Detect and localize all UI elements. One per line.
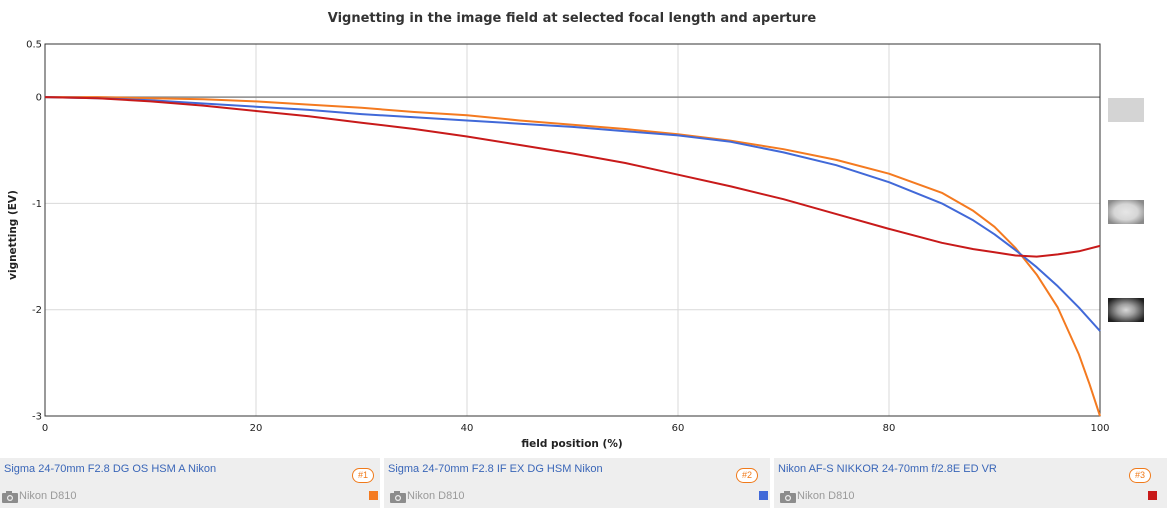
lens-card-1[interactable]: Sigma 24-70mm F2.8 DG OS HSM A Nikon #1 … — [0, 458, 380, 508]
camera-name: Nikon D810 — [407, 490, 465, 502]
lens-legend-row: Sigma 24-70mm F2.8 DG OS HSM A Nikon #1 … — [0, 458, 1167, 508]
camera-info: Nikon D810 — [390, 489, 464, 503]
lens-name-link[interactable]: Sigma 24-70mm F2.8 DG OS HSM A Nikon — [4, 463, 217, 475]
series-line-2[interactable] — [44, 96, 1101, 332]
chart-title: Vignetting in the image field at selecte… — [328, 11, 817, 26]
x-tick-label: 0 — [42, 423, 48, 434]
camera-icon — [390, 490, 406, 503]
lens-name-link[interactable]: Nikon AF-S NIKKOR 24-70mm f/2.8E ED VR — [778, 463, 997, 475]
vignette-medium-thumbnail-icon — [1108, 200, 1144, 224]
vignette-strong-thumbnail-icon — [1108, 298, 1144, 322]
camera-name: Nikon D810 — [19, 490, 77, 502]
x-tick-label: 60 — [672, 423, 685, 434]
x-tick-label: 80 — [883, 423, 896, 434]
lens-card-3[interactable]: Nikon AF-S NIKKOR 24-70mm f/2.8E ED VR #… — [774, 458, 1167, 508]
lens-number-badge: #1 — [352, 468, 374, 483]
x-tick-label: 100 — [1090, 423, 1109, 434]
x-axis-label: field position (%) — [521, 438, 622, 450]
x-tick-label: 20 — [250, 423, 263, 434]
series-color-swatch — [369, 491, 378, 500]
vignetting-chart: Vignetting in the image field at selecte… — [7, 11, 1144, 450]
series-line-3[interactable] — [44, 96, 1101, 258]
grid-lines — [45, 44, 1100, 416]
y-tick-label: 0 — [36, 93, 42, 104]
lens-number-badge: #2 — [736, 468, 758, 483]
vignette-thumbnails — [1108, 98, 1144, 322]
plot-area — [44, 43, 1101, 417]
series-color-swatch — [759, 491, 768, 500]
y-tick-label: 0.5 — [26, 40, 42, 51]
lens-card-2[interactable]: Sigma 24-70mm F2.8 IF EX DG HSM Nikon #2… — [384, 458, 770, 508]
x-tick-label: 40 — [461, 423, 474, 434]
camera-icon — [2, 490, 18, 503]
lens-name-link[interactable]: Sigma 24-70mm F2.8 IF EX DG HSM Nikon — [388, 463, 603, 475]
lens-number-badge: #3 — [1129, 468, 1151, 483]
axis-ticks: 0 20 40 60 80 100 0.5 0 -1 -2 -3 — [26, 40, 1109, 435]
y-tick-label: -1 — [32, 199, 42, 210]
camera-info: Nikon D810 — [2, 489, 76, 503]
camera-icon — [780, 490, 796, 503]
camera-name: Nikon D810 — [797, 490, 855, 502]
y-tick-label: -3 — [32, 412, 42, 423]
series-lines — [44, 96, 1101, 417]
series-line-1[interactable] — [45, 96, 1101, 417]
y-tick-label: -2 — [32, 305, 42, 316]
vignette-light-thumbnail-icon — [1108, 98, 1144, 122]
series-color-swatch — [1148, 491, 1157, 500]
camera-info: Nikon D810 — [780, 489, 854, 503]
y-axis-label: vignetting (EV) — [7, 190, 19, 280]
